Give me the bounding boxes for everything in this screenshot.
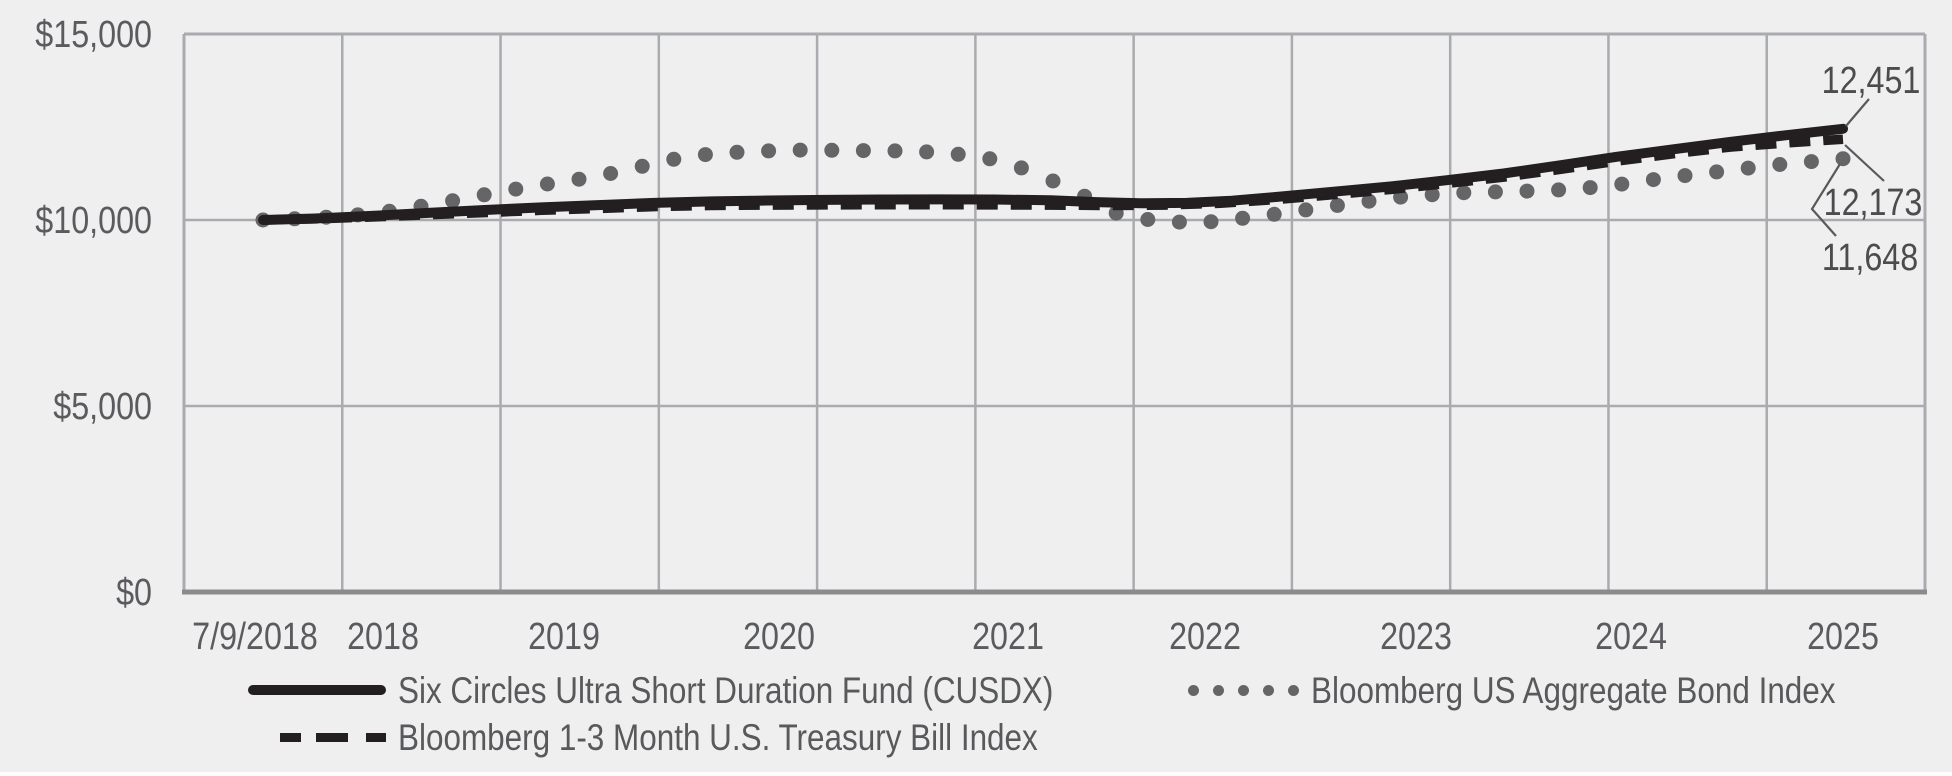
data-dot: [445, 193, 461, 209]
legend-label-aggregate-bond: Bloomberg US Aggregate Bond Index: [1311, 669, 1836, 711]
y-tick-label: $0: [116, 572, 152, 614]
legend-label-treasury-bill: Bloomberg 1-3 Month U.S. Treasury Bill I…: [398, 716, 1038, 758]
data-dot: [1298, 202, 1314, 218]
y-tick-label: $15,000: [35, 14, 152, 56]
data-dot: [539, 176, 555, 192]
dotted-line-swatch: [1188, 684, 1299, 696]
data-dot: [571, 171, 587, 187]
data-dot: [855, 143, 871, 159]
x-tick-label: 2019: [528, 616, 600, 658]
data-dot: [1329, 197, 1345, 213]
data-dot: [1772, 157, 1788, 172]
data-dot: [1361, 193, 1377, 209]
dashed-line-swatch: [248, 732, 386, 742]
end-value-label-cusdx: 12,451: [1822, 60, 1921, 102]
data-dot: [1709, 164, 1725, 180]
data-dot: [508, 181, 524, 197]
data-dot: [1551, 182, 1567, 198]
end-value-callouts: 12,451 12,173 11,648: [1810, 60, 1923, 279]
x-tick-label: 2018: [347, 616, 419, 658]
data-dot: [729, 144, 745, 160]
data-dot: [919, 144, 935, 160]
data-dot: [982, 151, 998, 167]
series-cusdx-line: [258, 123, 1848, 225]
data-dot: [761, 143, 777, 159]
callout-line-aggregate-bond: [1810, 163, 1841, 237]
data-dot: [1235, 210, 1251, 226]
legend-label-cusdx: Six Circles Ultra Short Duration Fund (C…: [398, 669, 1054, 711]
page-edge-strip: [0, 772, 1952, 776]
data-dot: [697, 147, 713, 163]
end-value-label-treasury-bill: 12,173: [1824, 182, 1923, 224]
y-tick-label: $10,000: [35, 200, 152, 242]
data-dot: [666, 151, 682, 167]
x-tick-label: 2022: [1169, 616, 1241, 658]
x-tick-label: 2021: [972, 616, 1044, 658]
y-axis-labels: $0 $5,000 $10,000 $15,000: [35, 14, 152, 614]
data-dot: [1171, 214, 1187, 230]
x-tick-label: 2025: [1807, 616, 1879, 658]
data-dot: [634, 158, 650, 174]
data-dot: [1013, 160, 1029, 176]
data-dot: [1677, 168, 1693, 184]
data-dot: [1803, 154, 1819, 170]
legend-item-cusdx: Six Circles Ultra Short Duration Fund (C…: [248, 668, 1169, 712]
data-dot: [1456, 185, 1472, 201]
callout-line-cusdx: [1845, 98, 1870, 127]
data-dot: [1519, 183, 1535, 199]
data-dot: [1614, 176, 1630, 192]
x-tick-label: 2024: [1595, 616, 1667, 658]
data-dot: [792, 142, 808, 158]
data-dot: [1140, 212, 1156, 227]
data-dot: [824, 142, 840, 158]
grid: [182, 32, 1927, 595]
x-axis-labels: 7/9/2018 2018 2019 2020 2021 2022 2023 2024 2025: [192, 616, 1879, 658]
data-dot: [1582, 180, 1598, 196]
x-tick-label: 2023: [1380, 616, 1452, 658]
legend-item-aggregate-bond: Bloomberg US Aggregate Bond Index: [1188, 668, 1928, 712]
solid-line-swatch: [248, 685, 386, 695]
data-dot: [1045, 173, 1061, 189]
data-dot: [1645, 172, 1661, 188]
data-dot: [603, 166, 619, 181]
legend-item-treasury-bill: Bloomberg 1-3 Month U.S. Treasury Bill I…: [248, 715, 1169, 759]
end-value-label-aggregate-bond: 11,648: [1822, 237, 1918, 279]
data-dot: [1487, 184, 1503, 200]
data-dot: [1266, 206, 1282, 222]
data-dot: [1424, 187, 1440, 203]
y-tick-label: $5,000: [53, 386, 152, 428]
data-dot: [1740, 160, 1756, 176]
data-dot: [950, 146, 966, 162]
data-dot: [476, 187, 492, 203]
x-tick-label: 2020: [743, 616, 815, 658]
x-tick-label: 7/9/2018: [192, 616, 318, 658]
chart-legend: Six Circles Ultra Short Duration Fund (C…: [0, 668, 1952, 768]
data-dot: [1203, 214, 1219, 230]
data-dot: [887, 143, 903, 159]
data-dot: [1835, 151, 1851, 167]
callout-line-treasury-bill: [1844, 144, 1885, 182]
